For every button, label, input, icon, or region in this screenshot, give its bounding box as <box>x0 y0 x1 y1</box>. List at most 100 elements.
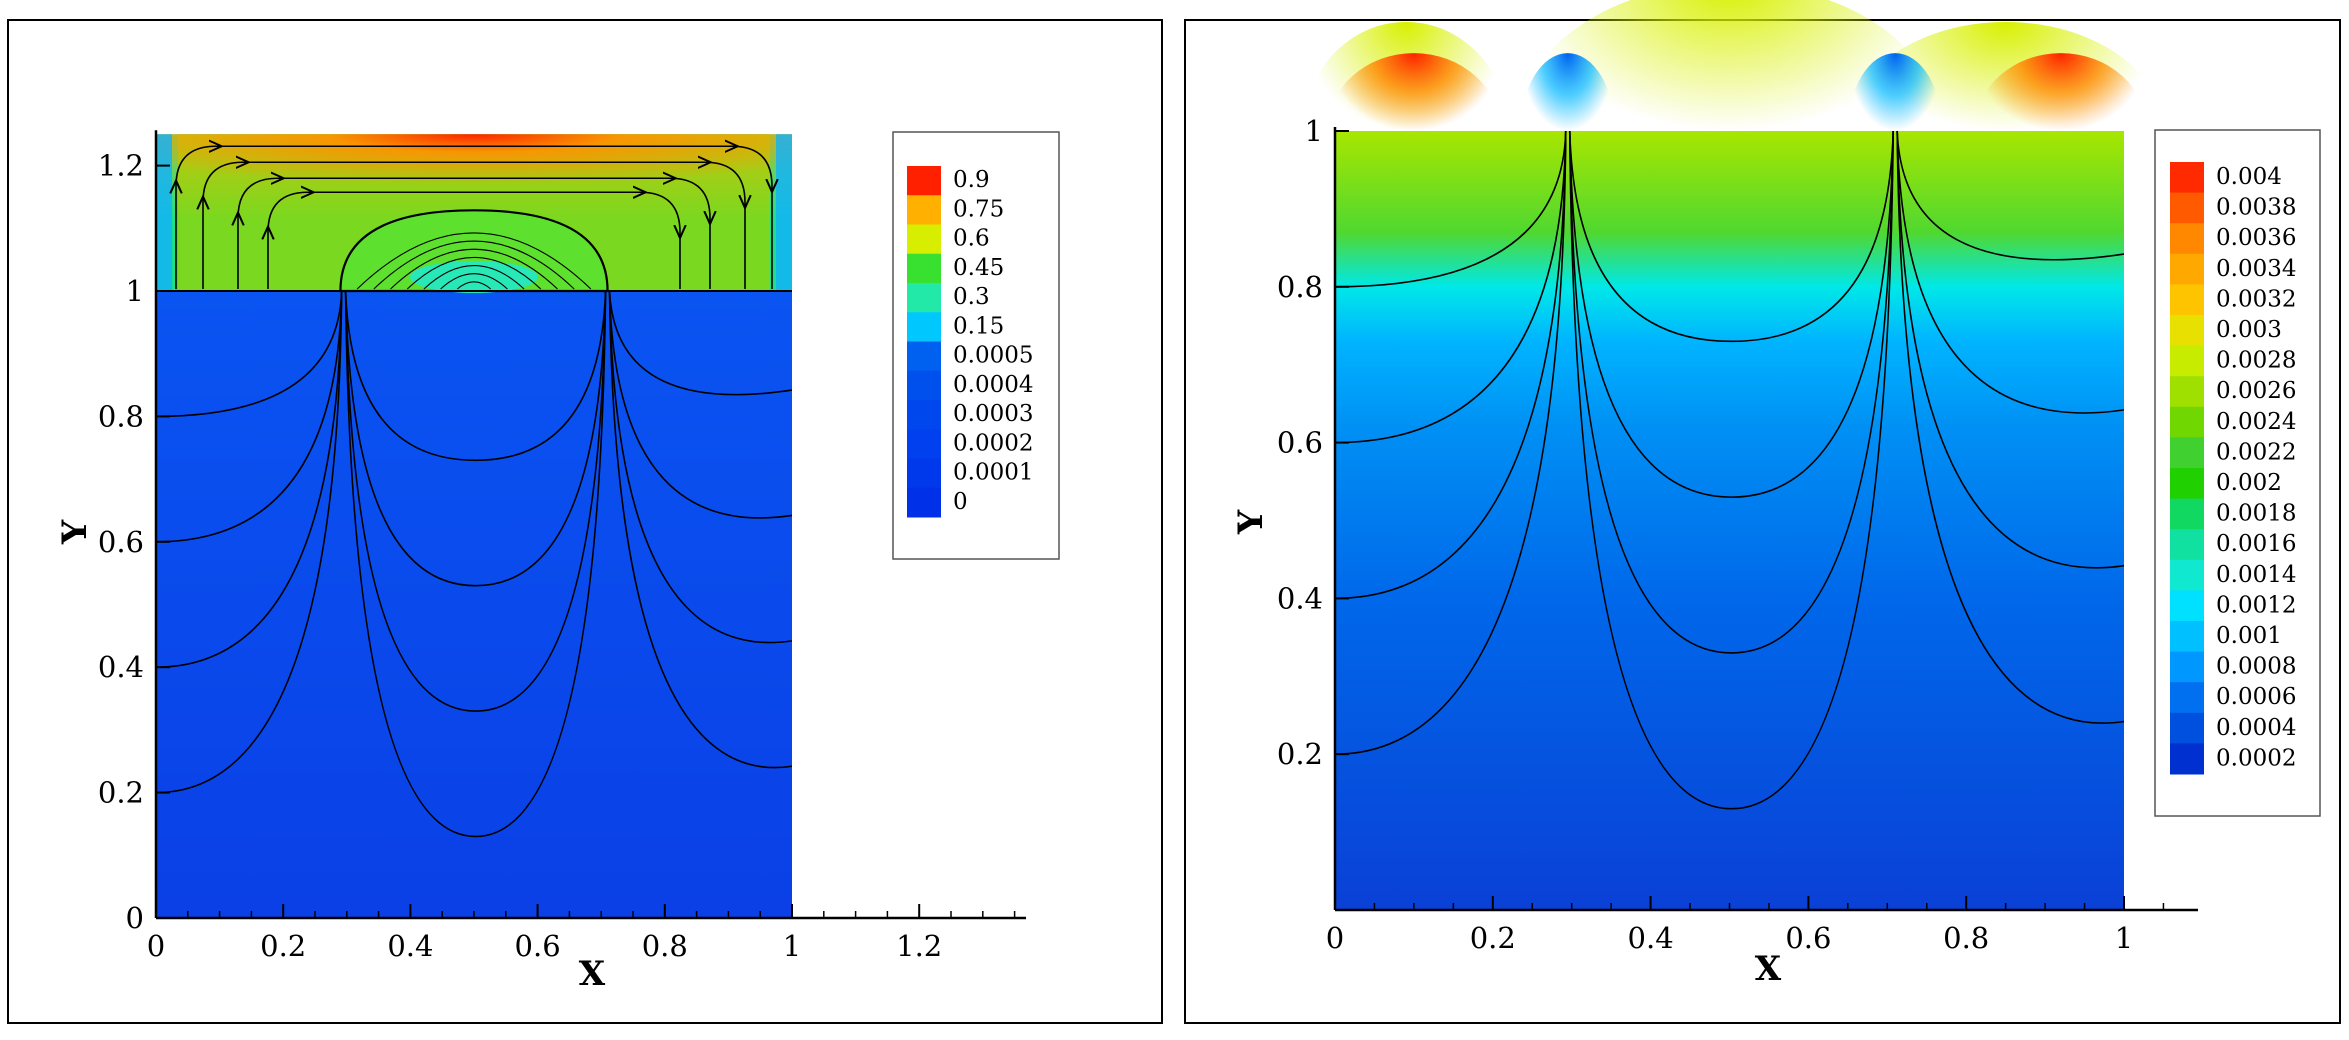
x-tick-label: 1 <box>783 929 801 963</box>
lower-streamline <box>344 290 607 838</box>
middle-warm-region <box>1516 0 1943 279</box>
y-tick-label: 0.6 <box>98 525 144 559</box>
lower-streamline <box>155 290 343 794</box>
legend-swatch <box>907 253 941 284</box>
legend-swatch <box>2170 315 2204 347</box>
legend-label: 0.001 <box>2216 623 2282 649</box>
lower-streamline <box>1568 130 1894 498</box>
lower-streamline <box>608 290 793 769</box>
legend-swatch <box>2170 437 2204 469</box>
legend-swatch <box>2170 559 2204 591</box>
legend-swatch <box>2170 529 2204 561</box>
left-chart-legend: 0.9 0.75 0.6 0.45 0.3 0.15 0.0005 0.0004 0.0003 0… <box>892 131 1060 560</box>
legend-label: 0.75 <box>953 196 1004 222</box>
left-chart-contour-field <box>156 134 792 918</box>
droplet-streamline <box>406 257 542 290</box>
right-chart-axes: 0 0.2 0.4 0.6 0.8 1 0.2 0.4 0.6 0.8 1 <box>1277 114 2198 955</box>
stagnation-cold-spot <box>1847 53 1943 209</box>
x-tick-label: 0.2 <box>260 929 306 963</box>
upper-streamline <box>268 192 680 289</box>
legend-label: 0.0032 <box>2216 286 2296 312</box>
legend-label: 0.0026 <box>2216 378 2296 404</box>
x-tick-label: 0.8 <box>642 929 688 963</box>
right-chart-streamlines <box>1334 130 2125 810</box>
lower-streamline <box>1568 130 1894 343</box>
legend-label: 0 <box>953 489 968 515</box>
legend-label: 0.0005 <box>953 343 1033 369</box>
legend-label: 0.0003 <box>953 401 1033 427</box>
lower-streamline <box>608 290 793 519</box>
legend-swatch <box>2170 345 2204 377</box>
upper-streamline <box>203 162 745 289</box>
legend-label: 0.0012 <box>2216 592 2296 618</box>
legend-swatch <box>907 312 941 342</box>
legend-swatch <box>2170 651 2204 683</box>
legend-swatch <box>2170 743 2204 775</box>
y-tick-label: 0 <box>126 901 144 935</box>
legend-swatch <box>907 400 941 430</box>
x-tick-label: 0.6 <box>1785 921 1831 955</box>
y-tick-label: 0.2 <box>1277 737 1323 771</box>
legend-label: 0.15 <box>953 313 1004 339</box>
droplet-streamline <box>356 232 592 290</box>
legend-label: 0.0002 <box>2216 745 2296 771</box>
lower-streamline <box>155 290 343 418</box>
legend-swatch <box>2170 712 2204 744</box>
legend-label: 0.45 <box>953 255 1004 281</box>
droplet-streamline <box>373 240 575 290</box>
lower-streamline <box>1334 130 1567 600</box>
y-tick-label: 0.4 <box>1277 581 1323 615</box>
lower-streamline <box>155 290 343 543</box>
upper-streamline <box>238 178 710 289</box>
legend-swatch <box>907 429 941 459</box>
right-chart-x-axis-title: X <box>1755 949 1782 989</box>
left-chart-x-axis-title: X <box>579 954 606 994</box>
stagnation-cold-spot <box>1520 53 1616 209</box>
lower-streamline <box>608 290 793 644</box>
legend-label: 0.0002 <box>953 430 1033 456</box>
legend-swatch <box>907 195 941 225</box>
right-chart: 0 0.2 0.4 0.6 0.8 10.20.40.60.81 X Y 0.0040.0… <box>1231 0 2321 989</box>
legend-label: 0.003 <box>2216 317 2282 343</box>
legend-swatch <box>907 370 941 401</box>
droplet-streamline <box>440 273 508 290</box>
x-tick-label: 1 <box>2115 921 2133 955</box>
legend-label: 0.3 <box>953 284 990 310</box>
legend-swatch <box>907 283 941 313</box>
y-tick-label: 1 <box>126 274 144 308</box>
legend-label: 0.0008 <box>2216 654 2296 680</box>
legend-label: 0.0036 <box>2216 225 2296 251</box>
legend-swatch <box>2170 406 2204 438</box>
droplet-streamline <box>456 281 492 290</box>
right-chart-legend: 0.004 0.0038 0.0036 0.0034 0.0032 0.003 0.0028… <box>2154 129 2321 817</box>
legend-label: 0.0034 <box>2216 256 2296 282</box>
legend-swatch <box>907 341 941 372</box>
legend-swatch <box>907 458 941 489</box>
x-tick-label: 1.2 <box>896 929 942 963</box>
left-chart-y-axis-title: Y <box>55 519 95 545</box>
lower-fluid-region <box>156 291 792 918</box>
legend-swatch <box>2170 223 2204 255</box>
y-tick-label: 0.4 <box>98 650 144 684</box>
y-tick-label: 0.2 <box>98 776 144 810</box>
droplet-core <box>409 261 539 293</box>
legend-label: 0.9 <box>953 167 990 193</box>
right-hot-spot <box>1974 53 2148 209</box>
left-wall-band <box>156 134 172 291</box>
y-tick-label: 1 <box>1305 114 1323 148</box>
y-tick-label: 0.6 <box>1277 426 1323 460</box>
lower-streamline <box>1334 130 1567 444</box>
legend-label: 0.6 <box>953 226 990 252</box>
legend-swatch <box>2170 621 2204 653</box>
lower-streamline <box>344 290 607 462</box>
left-chart-streamlines <box>155 146 793 838</box>
legend-swatch <box>2170 253 2204 285</box>
legend-label: 0.0016 <box>2216 531 2296 557</box>
x-tick-label: 0.6 <box>515 929 561 963</box>
lower-streamline <box>1896 130 2125 414</box>
legend-swatch <box>2170 192 2204 224</box>
lower-streamline <box>344 290 607 712</box>
legend-label: 0.0014 <box>2216 562 2296 588</box>
legend-swatch <box>2170 590 2204 622</box>
x-tick-label: 0 <box>147 929 165 963</box>
